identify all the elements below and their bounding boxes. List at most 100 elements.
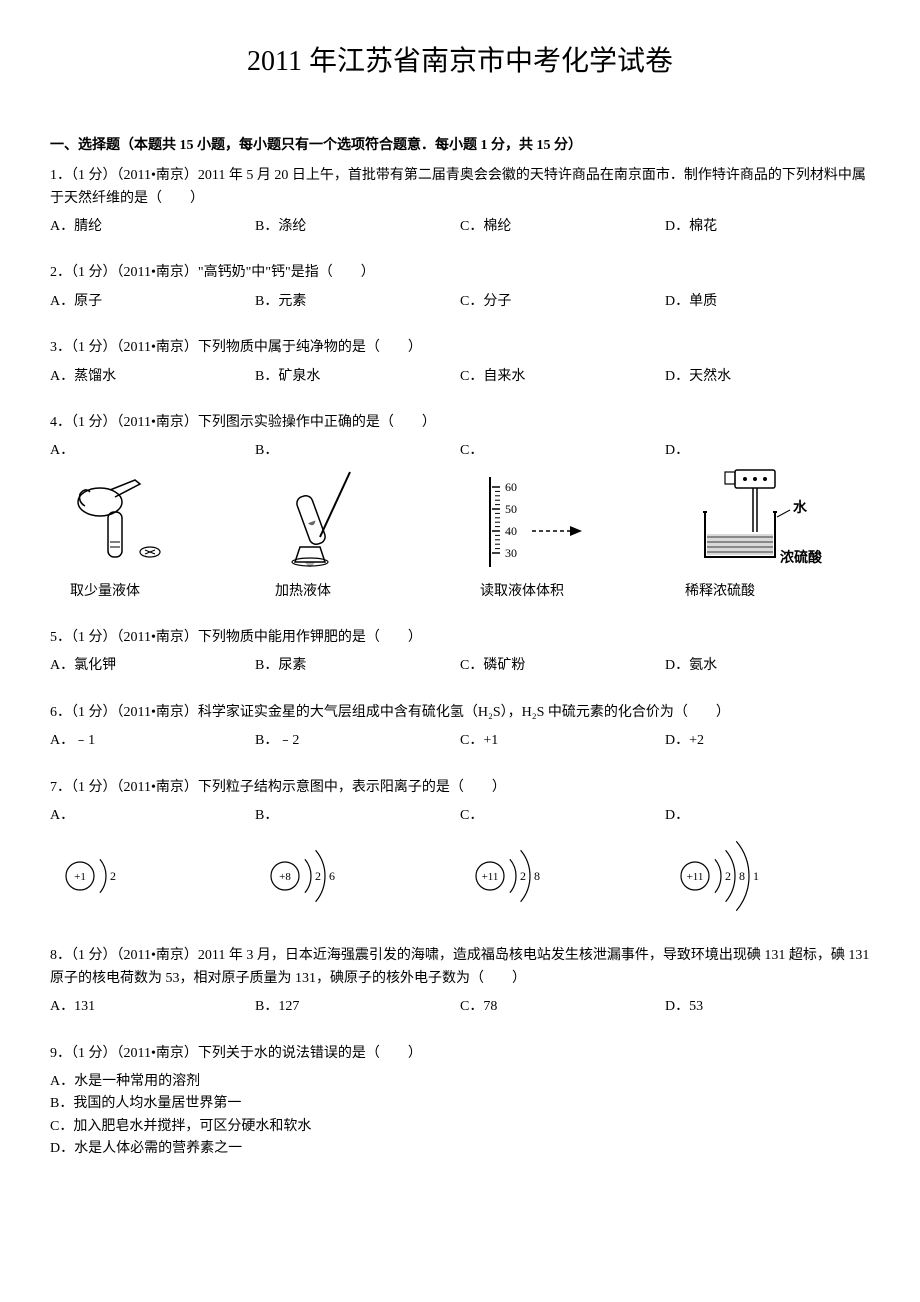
image-caption: 取少量液体 [50, 581, 255, 603]
image-caption: 读取液体体积 [460, 581, 665, 603]
question: 5．（1 分）（2011•南京）下列物质中能用作钾肥的是（ ） A．氯化钾B．尿素… [50, 627, 870, 678]
question: 1．（1 分）（2011•南京）2011 年 5 月 20 日上午，首批带有第二… [50, 165, 870, 238]
question-text: 7．（1 分）（2011•南京）下列粒子结构示意图中，表示阳离子的是（ ） [50, 777, 870, 799]
option-label: C． [460, 805, 665, 827]
atom-option: B． +8 26 [255, 805, 460, 921]
option: B．矿泉水 [255, 366, 460, 388]
atom-diagram: +11 28 [460, 831, 665, 921]
option-label: A． [50, 805, 255, 827]
svg-text:浓硫酸: 浓硫酸 [780, 549, 823, 566]
question: 3．（1 分）（2011•南京）下列物质中属于纯净物的是（ ） A．蒸馏水B．矿泉… [50, 337, 870, 388]
option: B．涤纶 [255, 216, 460, 238]
image-caption: 加热液体 [255, 581, 460, 603]
page-title: 2011 年江苏省南京市中考化学试卷 [50, 40, 870, 85]
option: C．78 [460, 996, 665, 1018]
svg-text:40: 40 [505, 524, 517, 538]
option-label: A． [50, 440, 255, 462]
svg-text:+1: +1 [74, 871, 86, 883]
option: D．单质 [665, 291, 870, 313]
option: D．氨水 [665, 655, 870, 677]
atom-diagram: +1 2 [50, 831, 255, 921]
svg-text:2: 2 [725, 869, 731, 883]
question: 6．（1 分）（2011•南京）科学家证实金星的大气层组成中含有硫化氢（H₂S）… [50, 702, 870, 753]
option: C．分子 [460, 291, 665, 313]
option: B．127 [255, 996, 460, 1018]
image-option: C． 60 50 40 30 读取液体体积 [460, 440, 665, 603]
question-text: 2．（1 分）（2011•南京）"高钙奶"中"钙"是指（ ） [50, 262, 870, 284]
option: D．水是人体必需的营养素之一 [50, 1138, 870, 1160]
svg-text:30: 30 [505, 546, 517, 560]
question-text: 3．（1 分）（2011•南京）下列物质中属于纯净物的是（ ） [50, 337, 870, 359]
atom-diagram: +11 281 [665, 831, 870, 921]
svg-text:+11: +11 [482, 871, 499, 883]
experiment-diagram: 60 50 40 30 [460, 467, 665, 577]
image-option: B． 加热液体 [255, 440, 460, 603]
option: C．+1 [460, 730, 665, 752]
question: 2．（1 分）（2011•南京）"高钙奶"中"钙"是指（ ） A．原子B．元素C．… [50, 262, 870, 313]
question: 4．（1 分）（2011•南京）下列图示实验操作中正确的是（ ） A． 取少量液体… [50, 412, 870, 603]
option: A．氯化钾 [50, 655, 255, 677]
option: C．棉纶 [460, 216, 665, 238]
image-option: A． 取少量液体 [50, 440, 255, 603]
svg-text:50: 50 [505, 502, 517, 516]
svg-text:水: 水 [793, 499, 808, 516]
svg-text:6: 6 [329, 869, 335, 883]
image-options: A． 取少量液体B． 加热液体C． 60 50 40 30 读取液体体积 D． [50, 440, 870, 603]
option: C．自来水 [460, 366, 665, 388]
questions-container: 1．（1 分）（2011•南京）2011 年 5 月 20 日上午，首批带有第二… [50, 165, 870, 1160]
options-row: A．131B．127C．78D．53 [50, 996, 870, 1018]
options-row: A．﹣1B．﹣2C．+1D．+2 [50, 730, 870, 752]
svg-text:8: 8 [534, 869, 540, 883]
option-label: D． [665, 805, 870, 827]
question-text: 5．（1 分）（2011•南京）下列物质中能用作钾肥的是（ ） [50, 627, 870, 649]
svg-text:+8: +8 [279, 871, 291, 883]
atom-option: D． +11 281 [665, 805, 870, 921]
question-text: 4．（1 分）（2011•南京）下列图示实验操作中正确的是（ ） [50, 412, 870, 434]
question-text: 9．（1 分）（2011•南京）下列关于水的说法错误的是（ ） [50, 1043, 870, 1065]
option: C．加入肥皂水并搅拌，可区分硬水和软水 [50, 1116, 870, 1138]
image-option: D． 水 浓硫酸 稀释浓硫酸 [665, 440, 870, 603]
svg-text:2: 2 [520, 869, 526, 883]
option: A．蒸馏水 [50, 366, 255, 388]
options-vertical: A．水是一种常用的溶剂B．我国的人均水量居世界第一C．加入肥皂水并搅拌，可区分硬… [50, 1071, 870, 1161]
option: A．原子 [50, 291, 255, 313]
question: 8．（1 分）（2011•南京）2011 年 3 月，日本近海强震引发的海啸，造… [50, 945, 870, 1018]
svg-text:60: 60 [505, 480, 517, 494]
atom-option: A． +1 2 [50, 805, 255, 921]
option: B．尿素 [255, 655, 460, 677]
experiment-diagram: 水 浓硫酸 [665, 467, 870, 577]
options-row: A．原子B．元素C．分子D．单质 [50, 291, 870, 313]
option: B．元素 [255, 291, 460, 313]
option-label: C． [460, 440, 665, 462]
option: A．﹣1 [50, 730, 255, 752]
question-text: 1．（1 分）（2011•南京）2011 年 5 月 20 日上午，首批带有第二… [50, 165, 870, 210]
question: 9．（1 分）（2011•南京）下列关于水的说法错误的是（ ） A．水是一种常用的… [50, 1043, 870, 1161]
options-row: A．蒸馏水B．矿泉水C．自来水D．天然水 [50, 366, 870, 388]
question: 7．（1 分）（2011•南京）下列粒子结构示意图中，表示阳离子的是（ ）A．+… [50, 777, 870, 922]
svg-text:1: 1 [753, 869, 759, 883]
atom-options: A．+12B．+826C．+1128D．+11281 [50, 805, 870, 921]
svg-text:2: 2 [315, 869, 321, 883]
option-label: D． [665, 440, 870, 462]
option: D．天然水 [665, 366, 870, 388]
option: C．磷矿粉 [460, 655, 665, 677]
option: A．水是一种常用的溶剂 [50, 1071, 870, 1093]
svg-text:+11: +11 [687, 871, 704, 883]
option: D．53 [665, 996, 870, 1018]
option: B．﹣2 [255, 730, 460, 752]
svg-text:8: 8 [739, 869, 745, 883]
option: D．棉花 [665, 216, 870, 238]
svg-text:2: 2 [110, 869, 116, 883]
options-row: A．氯化钾B．尿素C．磷矿粉D．氨水 [50, 655, 870, 677]
section-header: 一、选择题（本题共 15 小题，每小题只有一个选项符合题意．每小题 1 分，共 … [50, 135, 870, 157]
option: B．我国的人均水量居世界第一 [50, 1093, 870, 1115]
option: D．+2 [665, 730, 870, 752]
option: A．131 [50, 996, 255, 1018]
option-label: B． [255, 805, 460, 827]
atom-diagram: +8 26 [255, 831, 460, 921]
experiment-diagram [50, 467, 255, 577]
options-row: A．腈纶B．涤纶C．棉纶D．棉花 [50, 216, 870, 238]
option: A．腈纶 [50, 216, 255, 238]
image-caption: 稀释浓硫酸 [665, 581, 870, 603]
question-text: 6．（1 分）（2011•南京）科学家证实金星的大气层组成中含有硫化氢（H₂S）… [50, 702, 870, 724]
